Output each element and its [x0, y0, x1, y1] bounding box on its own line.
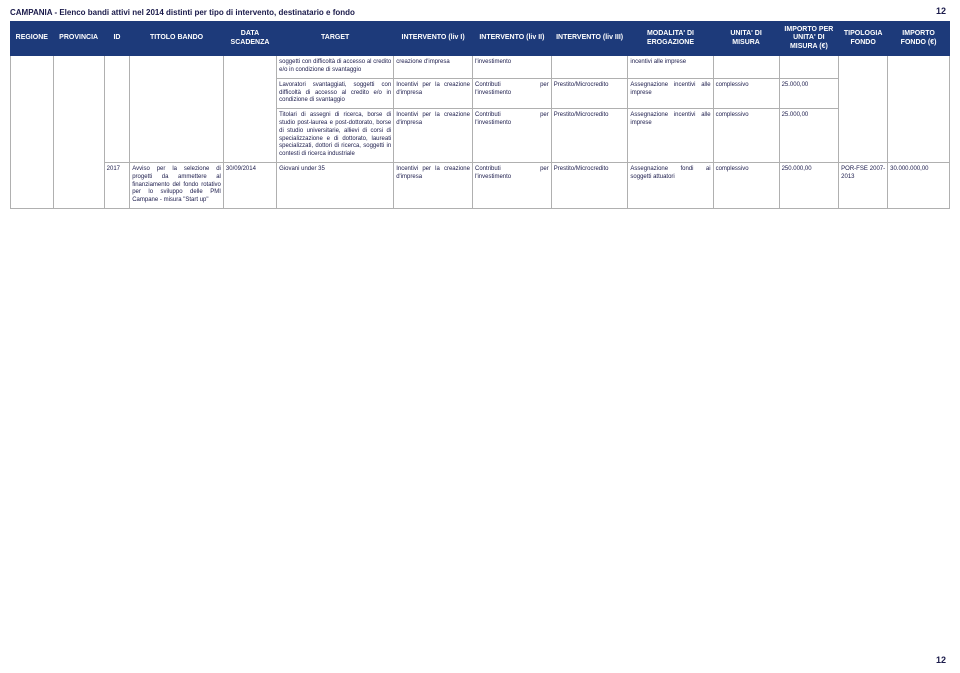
cell-id	[104, 109, 130, 163]
cell-liv3: Prestito/Microcredito	[551, 78, 628, 108]
th-tipologia: TIPOLOGIA FONDO	[839, 22, 888, 56]
cell-regione	[11, 56, 54, 79]
cell-titolo	[130, 109, 224, 163]
cell-modalita: incentivi alle imprese	[628, 56, 713, 79]
cell-provincia	[53, 109, 104, 163]
cell-liv1: Incentivi per la creazione d'impresa	[394, 109, 473, 163]
data-table: REGIONE PROVINCIA ID TITOLO BANDO DATA S…	[10, 21, 950, 209]
th-liv1: INTERVENTO (liv I)	[394, 22, 473, 56]
page-number-bottom: 12	[936, 655, 946, 665]
cell-liv1: creazione d'impresa	[394, 56, 473, 79]
cell-tipologia: POR-FSE 2007-2013	[839, 162, 888, 208]
cell-importo-u	[779, 56, 839, 79]
cell-liv1: Incentivi per la creazione d'impresa	[394, 162, 473, 208]
cell-data	[223, 78, 276, 108]
cell-modalita: Assegnazione fondi ai soggetti attuatori	[628, 162, 713, 208]
cell-liv2: Contributi per l'investimento	[472, 162, 551, 208]
th-liv3: INTERVENTO (liv III)	[551, 22, 628, 56]
cell-importo-f	[888, 78, 950, 108]
cell-provincia	[53, 56, 104, 79]
table-row: soggetti con difficoltà di accesso al cr…	[11, 56, 950, 79]
cell-liv3: Prestito/Microcredito	[551, 109, 628, 163]
cell-data: 30/09/2014	[223, 162, 276, 208]
cell-id	[104, 78, 130, 108]
cell-liv2: l'investimento	[472, 56, 551, 79]
table-header: REGIONE PROVINCIA ID TITOLO BANDO DATA S…	[11, 22, 950, 56]
cell-regione	[11, 78, 54, 108]
cell-id	[104, 56, 130, 79]
cell-importo-u: 250.000,00	[779, 162, 839, 208]
cell-target: Lavoratori svantaggiati, soggetti con di…	[277, 78, 394, 108]
cell-importo-u: 25.000,00	[779, 109, 839, 163]
cell-target: Titolari di assegni di ricerca, borse di…	[277, 109, 394, 163]
cell-id: 2017	[104, 162, 130, 208]
cell-liv3: Prestito/Microcredito	[551, 162, 628, 208]
th-importo-unita: IMPORTO PER UNITA' DI MISURA (€)	[779, 22, 839, 56]
cell-target: Giovani under 35	[277, 162, 394, 208]
table-row: 2017 Avviso per la selezione di progetti…	[11, 162, 950, 208]
cell-data	[223, 56, 276, 79]
cell-importo-f	[888, 109, 950, 163]
cell-modalita: Assegnazione incentivi alle imprese	[628, 109, 713, 163]
cell-tipologia	[839, 56, 888, 79]
cell-provincia	[53, 78, 104, 108]
cell-titolo: Avviso per la selezione di progetti da a…	[130, 162, 224, 208]
th-regione: REGIONE	[11, 22, 54, 56]
cell-modalita: Assegnazione incentivi alle imprese	[628, 78, 713, 108]
page-number-top: 12	[936, 6, 946, 16]
cell-target: soggetti con difficoltà di accesso al cr…	[277, 56, 394, 79]
cell-regione	[11, 162, 54, 208]
cell-importo-f	[888, 56, 950, 79]
cell-liv1: Incentivi per la creazione d'impresa	[394, 78, 473, 108]
cell-liv3	[551, 56, 628, 79]
cell-importo-u: 25.000,00	[779, 78, 839, 108]
page-container: 12 CAMPANIA - Elenco bandi attivi nel 20…	[0, 0, 960, 673]
cell-unita: complessivo	[713, 162, 779, 208]
table-row: Lavoratori svantaggiati, soggetti con di…	[11, 78, 950, 108]
cell-titolo	[130, 78, 224, 108]
th-data: DATA SCADENZA	[223, 22, 276, 56]
th-modalita: MODALITA' DI EROGAZIONE	[628, 22, 713, 56]
page-title: CAMPANIA - Elenco bandi attivi nel 2014 …	[10, 8, 950, 17]
cell-regione	[11, 109, 54, 163]
table-body: soggetti con difficoltà di accesso al cr…	[11, 56, 950, 209]
cell-liv2: Contributi per l'investimento	[472, 78, 551, 108]
th-target: TARGET	[277, 22, 394, 56]
th-liv2: INTERVENTO (liv II)	[472, 22, 551, 56]
cell-liv2: Contributi per l'investimento	[472, 109, 551, 163]
cell-titolo	[130, 56, 224, 79]
cell-tipologia	[839, 109, 888, 163]
th-titolo: TITOLO BANDO	[130, 22, 224, 56]
cell-tipologia	[839, 78, 888, 108]
th-provincia: PROVINCIA	[53, 22, 104, 56]
th-id: ID	[104, 22, 130, 56]
cell-unita: complessivo	[713, 78, 779, 108]
th-importo-fondo: IMPORTO FONDO (€)	[888, 22, 950, 56]
cell-unita	[713, 56, 779, 79]
cell-data	[223, 109, 276, 163]
th-unita: UNITA' DI MISURA	[713, 22, 779, 56]
cell-provincia	[53, 162, 104, 208]
cell-importo-f: 30.000.000,00	[888, 162, 950, 208]
cell-unita: complessivo	[713, 109, 779, 163]
table-row: Titolari di assegni di ricerca, borse di…	[11, 109, 950, 163]
